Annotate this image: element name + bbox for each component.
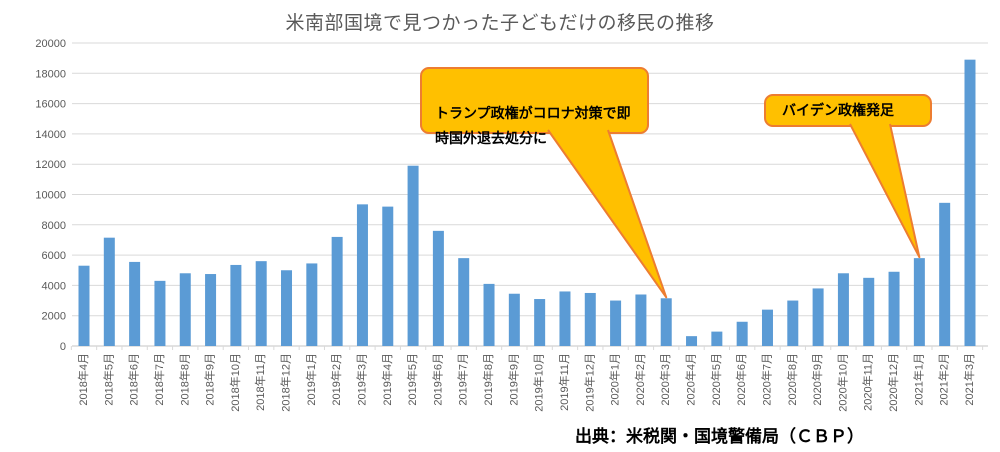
bar (939, 202, 951, 346)
bar (407, 165, 419, 346)
bar (686, 336, 698, 346)
x-axis-label: 2018年5月 (101, 353, 115, 406)
x-axis-label: 2020年10月 (835, 353, 849, 412)
bar (888, 271, 900, 346)
x-axis-label: 2020年7月 (759, 353, 773, 406)
x-axis-label: 2018年9月 (203, 353, 217, 406)
bar (761, 309, 773, 346)
y-axis-label: 6000 (42, 250, 66, 262)
x-axis-label: 2018年12月 (279, 353, 293, 412)
bar (331, 236, 343, 346)
x-axis-label: 2019年9月 (506, 353, 520, 406)
x-axis-label: 2019年3月 (354, 353, 368, 406)
bar (812, 288, 824, 346)
x-axis-label: 2020年4月 (684, 353, 698, 406)
bar (382, 206, 394, 346)
annotation-trump-text: トランプ政権がコロナ対策で即 時国外退去処分に (435, 105, 631, 146)
x-axis-label: 2019年10月 (532, 353, 546, 412)
y-axis-label: 20000 (35, 38, 66, 50)
y-axis-label: 18000 (35, 68, 66, 80)
annotation-biden-text: バイデン政権発足 (782, 102, 894, 118)
y-axis-label: 0 (60, 341, 66, 353)
x-axis-label: 2020年8月 (785, 353, 799, 406)
x-axis-label: 2020年3月 (658, 353, 672, 406)
x-axis-label: 2019年2月 (329, 353, 343, 406)
bar (660, 298, 672, 346)
bar (508, 293, 520, 346)
bar (103, 237, 115, 346)
x-axis-label: 2020年9月 (810, 353, 824, 406)
x-axis-label: 2020年6月 (734, 353, 748, 406)
x-axis-label: 2021年1月 (911, 353, 925, 406)
x-axis-label: 2018年6月 (127, 353, 141, 406)
bar (559, 291, 571, 346)
x-axis-label: 2019年5月 (405, 353, 419, 406)
bar (863, 277, 875, 346)
bar (483, 283, 495, 346)
bar (964, 59, 976, 346)
bar (255, 261, 267, 346)
bar (458, 258, 470, 346)
x-axis-label: 2020年1月 (608, 353, 622, 406)
bar (205, 274, 217, 346)
bar (837, 273, 849, 346)
x-axis-label: 2018年11月 (253, 353, 267, 411)
y-axis-label: 8000 (42, 220, 66, 232)
bar (154, 280, 166, 346)
bar (610, 300, 622, 346)
source-note: 出典：米税関・国境警備局（ＣＢＰ） (575, 427, 864, 446)
x-axis-label: 2018年4月 (76, 353, 90, 406)
x-axis-label: 2019年4月 (380, 353, 394, 406)
bar (281, 270, 293, 346)
bar (432, 230, 444, 346)
x-axis-label: 2020年12月 (886, 353, 900, 412)
x-axis-label: 2019年12月 (582, 353, 596, 412)
chart-title: 米南部国境で見つかった子どもだけの移民の推移 (285, 13, 715, 34)
annotation-biden-callout: バイデン政権発足 (764, 94, 932, 127)
y-axis-label: 14000 (35, 129, 66, 141)
bar (306, 263, 318, 346)
x-axis-label: 2020年5月 (709, 353, 723, 406)
bar (635, 294, 647, 346)
x-axis-label: 2021年3月 (962, 353, 976, 406)
bar (787, 300, 799, 346)
y-axis-label: 12000 (35, 159, 66, 171)
x-axis-label: 2018年8月 (177, 353, 191, 406)
x-axis-label: 2020年11月 (861, 353, 875, 411)
bar (534, 299, 546, 346)
x-axis-label: 2020年2月 (633, 353, 647, 406)
bar (230, 264, 242, 346)
x-axis-label: 2021年2月 (937, 353, 951, 406)
x-axis-label: 2018年10月 (228, 353, 242, 412)
y-axis-label: 10000 (35, 190, 66, 202)
bar (711, 331, 723, 346)
x-axis-label: 2018年7月 (152, 353, 166, 406)
bar (179, 273, 191, 346)
x-axis-label: 2019年7月 (456, 353, 470, 406)
bar (736, 321, 748, 346)
annotation-trump-callout: トランプ政権がコロナ対策で即 時国外退去処分に (420, 67, 649, 146)
bar (129, 261, 141, 346)
y-axis-label: 2000 (42, 311, 66, 323)
x-axis-label: 2019年6月 (430, 353, 444, 406)
bar (913, 258, 925, 346)
x-axis-label: 2019年11月 (557, 353, 571, 411)
y-axis-label: 16000 (35, 99, 66, 111)
bar (584, 292, 596, 346)
bar (356, 204, 368, 346)
y-axis-label: 4000 (42, 280, 66, 292)
x-axis-label: 2019年8月 (481, 353, 495, 406)
bar (78, 265, 90, 346)
x-axis-label: 2019年1月 (304, 353, 318, 406)
